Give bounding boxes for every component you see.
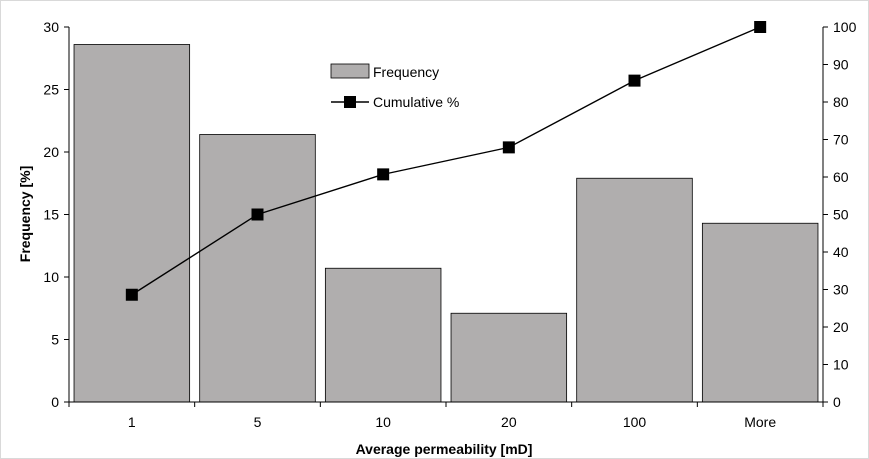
- bar-10: [324, 267, 442, 403]
- bars: [73, 44, 819, 403]
- cumulative-point-5: [251, 208, 264, 221]
- y2-tick-label-80: 80: [833, 94, 849, 110]
- cumulative-point-100: [628, 74, 641, 87]
- x-tick-label-More: More: [744, 414, 776, 430]
- y2-tick-label-10: 10: [833, 357, 849, 373]
- cumulative-point-10: [377, 168, 390, 181]
- cumulative-point-20: [502, 141, 515, 154]
- y2-tick-label-30: 30: [833, 282, 849, 298]
- x-tick-label-100: 100: [623, 414, 647, 430]
- legend-cumulative-marker: [344, 96, 356, 108]
- y2-tick-label-70: 70: [833, 132, 849, 148]
- y2-tick-label-50: 50: [833, 207, 849, 223]
- cumulative-line-series: [125, 21, 767, 301]
- cumulative-line: [131, 26, 761, 296]
- y-tick-label-15: 15: [43, 207, 59, 223]
- y2-tick-label-100: 100: [833, 19, 857, 35]
- legend-cumulative-label: Cumulative %: [373, 94, 459, 110]
- x-axis-title: Average permeability [mD]: [356, 441, 533, 457]
- legend: Frequency Cumulative %: [330, 63, 459, 110]
- y-tick-label-0: 0: [51, 394, 59, 410]
- x-tick-label-1: 1: [128, 414, 136, 430]
- bar-1: [73, 44, 191, 403]
- cumulative-point-More: [754, 21, 767, 33]
- x-tick-label-20: 20: [501, 414, 517, 430]
- y2-tick-label-0: 0: [833, 394, 841, 410]
- legend-frequency-label: Frequency: [373, 64, 439, 80]
- cumulative-point-1: [125, 288, 138, 301]
- y-tick-label-5: 5: [51, 332, 59, 348]
- y2-tick-label-90: 90: [833, 57, 849, 73]
- y-tick-label-30: 30: [43, 19, 59, 35]
- y-axis-title: Frequency [%]: [17, 166, 33, 262]
- legend-frequency-swatch: [330, 63, 370, 79]
- y2-tick-label-20: 20: [833, 319, 849, 335]
- y2-tick-label-40: 40: [833, 244, 849, 260]
- x-tick-label-10: 10: [375, 414, 391, 430]
- y-tick-label-20: 20: [43, 144, 59, 160]
- y-tick-label-25: 25: [43, 82, 59, 98]
- bar-100: [576, 177, 693, 403]
- bar-20: [450, 312, 568, 403]
- bar-More: [701, 222, 819, 403]
- bar-5: [199, 134, 316, 403]
- y2-tick-label-60: 60: [833, 169, 849, 185]
- y-tick-label-10: 10: [43, 269, 59, 285]
- x-tick-label-5: 5: [254, 414, 262, 430]
